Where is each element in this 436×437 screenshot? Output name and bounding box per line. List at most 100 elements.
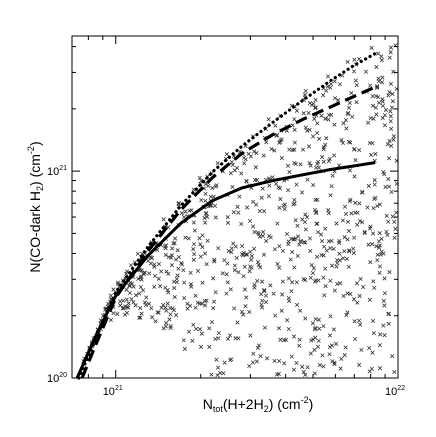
scatter-point: [391, 137, 396, 142]
scatter-point: [334, 341, 339, 346]
scatter-point: [384, 229, 389, 234]
scatter-point: [308, 351, 313, 356]
scatter-point: [138, 315, 143, 320]
scatter-point: [332, 288, 337, 293]
scatter-point: [287, 298, 292, 304]
scatter-point: [326, 239, 332, 244]
scatter-point: [224, 272, 229, 277]
scatter-point: [292, 265, 297, 270]
scatter-point: [282, 206, 287, 212]
scatter-point: [277, 358, 282, 364]
scatter-point: [239, 309, 245, 314]
scatter-point: [254, 359, 259, 364]
scatter-point: [382, 123, 387, 128]
scatter-point: [108, 317, 113, 323]
scatter-point: [243, 304, 248, 309]
scatter-point: [303, 125, 308, 130]
scatter-point: [149, 255, 155, 261]
scatter-point: [229, 250, 234, 255]
scatter-point: [220, 271, 225, 276]
scatter-point: [200, 280, 205, 285]
scatter-point: [212, 259, 217, 264]
scatter-point: [317, 326, 322, 331]
scatter-point: [320, 93, 326, 98]
scatter-point: [213, 336, 218, 342]
scatter-point: [377, 245, 382, 250]
scatter-point: [243, 252, 248, 257]
scatter-point: [202, 215, 207, 221]
scatter-point: [285, 318, 290, 323]
scatter-point: [133, 303, 138, 308]
scatter-point: [268, 235, 273, 240]
scatter-point: [349, 211, 354, 216]
scatter-point: [387, 55, 392, 60]
scatter-point: [115, 311, 120, 317]
scatter-point: [346, 228, 351, 234]
scatter-point: [375, 51, 381, 56]
scatter-point: [215, 161, 220, 166]
scatter-point: [348, 291, 353, 297]
scatter-point: [198, 254, 203, 259]
scatter-point: [380, 103, 385, 108]
scatter-point: [314, 221, 319, 226]
scatter-point: [135, 251, 140, 256]
scatter-point: [330, 359, 335, 364]
scatter-point: [172, 285, 177, 291]
scatter-point: [343, 118, 349, 123]
scatter-point: [212, 203, 218, 209]
scatter-point: [319, 232, 324, 237]
scatter-point: [382, 113, 387, 118]
scatter-point: [301, 239, 307, 245]
scatter-point: [388, 50, 393, 55]
scatter-point: [389, 126, 394, 131]
scatter-point: [164, 308, 169, 313]
scatter-point: [156, 310, 161, 315]
scatter-point: [386, 321, 391, 326]
scatter-point: [319, 252, 324, 258]
scatter-point: [371, 231, 376, 236]
scatter-point: [390, 214, 395, 219]
scatter-point: [273, 123, 278, 128]
scatter-point: [195, 268, 201, 274]
scatter-point: [232, 268, 237, 273]
scatter-point: [386, 156, 392, 161]
scatter-point: [366, 183, 371, 188]
scatter-point: [345, 59, 350, 65]
scatter-point: [342, 235, 347, 240]
scatter-point: [171, 241, 176, 246]
scatter-point: [203, 220, 208, 225]
scatter-point: [285, 163, 291, 168]
scatter-point: [353, 158, 358, 163]
scatter-point: [345, 237, 350, 242]
scatter-point: [373, 151, 378, 157]
scatter-point: [198, 344, 204, 349]
scatter-point: [176, 254, 182, 260]
scatter-point: [211, 306, 216, 311]
scatter-point: [319, 238, 325, 244]
scatter-point: [387, 90, 392, 95]
scatter-point: [188, 303, 193, 308]
scatter-point: [199, 331, 204, 336]
scatter-point: [349, 90, 354, 96]
y-axis-title: N(CO-dark H2) (cm-2): [26, 141, 45, 272]
scatter-point: [258, 265, 263, 270]
scatter-point: [370, 350, 375, 355]
scatter-point: [324, 136, 329, 141]
scatter-point: [387, 138, 392, 144]
scatter-point: [380, 75, 385, 80]
scatter-point: [346, 264, 351, 269]
scatter-point: [155, 310, 160, 315]
scatter-point: [330, 173, 335, 178]
scatter-point: [225, 336, 231, 341]
scatter-point: [230, 162, 235, 168]
scatter-point: [269, 146, 274, 152]
scatter-point: [163, 243, 169, 248]
scatter-point: [247, 269, 252, 274]
scatter-point: [297, 343, 302, 348]
scatter-point: [329, 184, 334, 189]
scatter-point: [384, 213, 389, 218]
scatter-point: [379, 80, 385, 85]
scatter-point: [321, 364, 326, 369]
scatter-point: [292, 237, 297, 242]
